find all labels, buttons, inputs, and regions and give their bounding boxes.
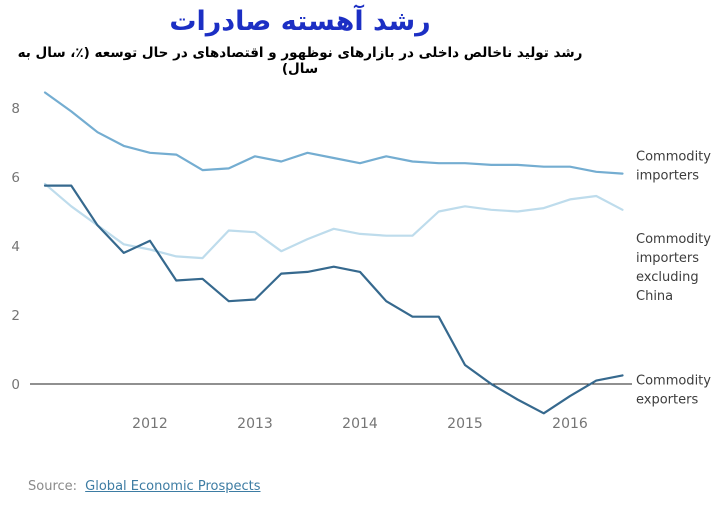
chart-subtitle: رشد تولید ناخالص داخلی در بازارهای نوظهو…: [17, 45, 583, 78]
y-axis-tick-label: 6: [11, 170, 20, 186]
y-axis-tick-label: 4: [11, 239, 20, 255]
series-label-importers-excluding-china: Commodity: [636, 232, 711, 247]
series-label-exporters: exporters: [636, 393, 698, 408]
x-axis-tick-label: 2014: [342, 416, 378, 432]
x-axis-tick-label: 2016: [552, 416, 588, 432]
chart-header: رشد آهسته صادرات رشد تولید ناخالص داخلی …: [0, 4, 600, 77]
series-label-importers-excluding-china: importers: [636, 251, 699, 266]
chart-title: رشد آهسته صادرات: [169, 6, 431, 37]
series-label-importers: importers: [636, 168, 699, 183]
series-label-importers-excluding-china: China: [636, 289, 673, 304]
source-label: Source:: [28, 479, 78, 494]
y-axis-tick-label: 8: [11, 101, 20, 117]
x-axis-tick-label: 2012: [132, 416, 168, 432]
y-axis-tick-label: 2: [11, 308, 20, 324]
x-axis-tick-label: 2013: [237, 416, 273, 432]
series-label-exporters: Commodity: [636, 374, 711, 389]
source-link[interactable]: Global Economic Prospects: [85, 479, 261, 494]
series-label-importers: Commodity: [636, 149, 711, 164]
series-line-importers: [43, 91, 624, 175]
series-line-importers-excluding-china: [43, 182, 624, 260]
series-label-importers-excluding-china: excluding: [636, 270, 699, 285]
source-line: Source: Global Economic Prospects: [28, 479, 261, 494]
series-line-exporters: [43, 184, 624, 415]
y-axis-tick-label: 0: [11, 377, 20, 393]
x-axis-tick-label: 2015: [447, 416, 483, 432]
